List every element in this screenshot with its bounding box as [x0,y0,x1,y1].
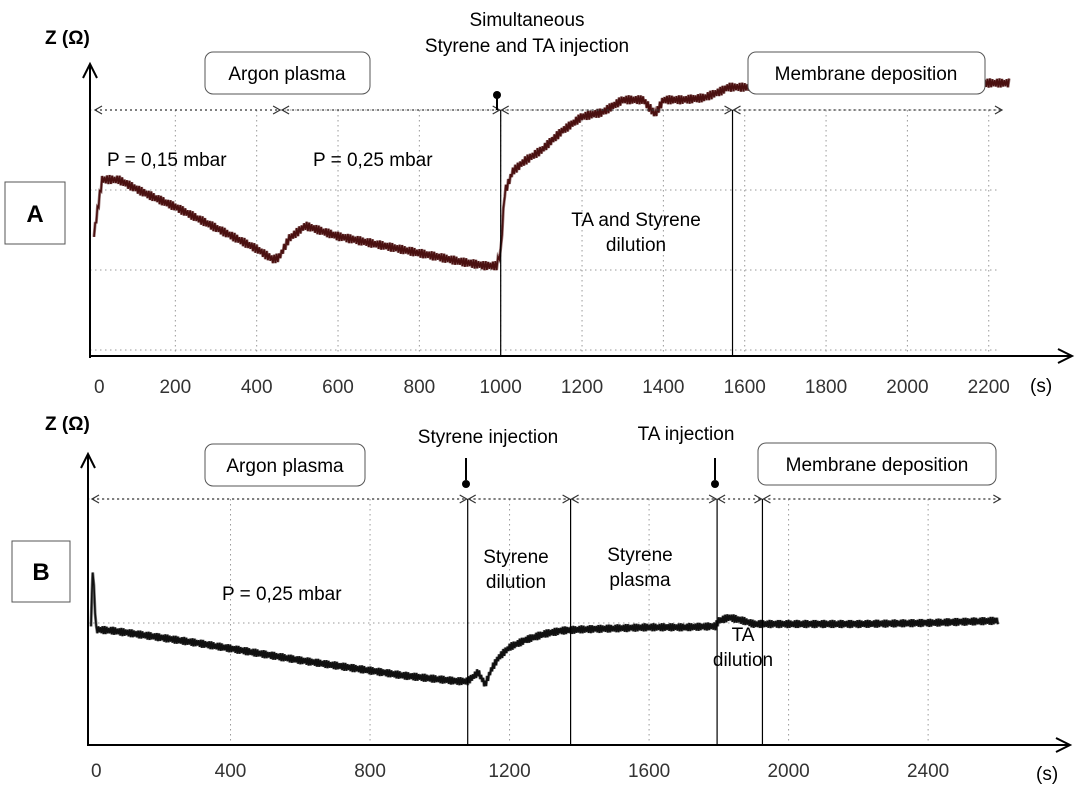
annotation-styrene-plasma-2: plasma [609,570,671,591]
annotation-pressure-025-b: P = 0,25 mbar [222,584,342,605]
span-arrow-head [492,105,501,115]
x-tick-label: 2000 [886,377,928,398]
span-arrow-head [762,494,771,504]
panel-b: Z (Ω) (s) 0 400 800 1200 1600 2000 2400 Argon … [11,414,1073,785]
panel-b-y-arrow [80,451,96,469]
x-tick-label: 1200 [561,377,603,398]
annotation-ta-injection: TA injection [638,424,735,445]
span-arrow-head [90,494,100,504]
membrane-deposition-label-a: Membrane deposition [775,64,958,85]
span-arrow-head [994,105,1004,115]
span-arrow-head [467,494,477,504]
x-tick-label: 800 [404,377,436,398]
x-tick-label: 1400 [642,377,684,398]
annotation-dilution-a: dilution [606,235,666,256]
x-tick-label: 2000 [767,761,809,782]
annotation-ta-styrene: TA and Styrene [571,210,701,231]
span-arrow-head [272,105,282,115]
annotation-ta-dilution-2: dilution [713,650,773,671]
annotation-styrene-ta-injection: Styrene and TA injection [425,36,629,57]
panel-b-label: B [32,559,49,586]
span-arrow-head [562,494,571,504]
annotation-pressure-015: P = 0,15 mbar [107,150,227,171]
annotation-styrene-dilution-1: Styrene [483,547,548,568]
span-arrow-head [716,494,726,504]
panel-b-label-box [11,540,71,603]
panel-b-x-arrow [1055,737,1073,753]
span-arrow-head [459,494,468,504]
x-tick-label: 1000 [480,377,522,398]
panel-a-label-box [4,181,66,245]
span-arrow-head [993,494,1002,504]
membrane-deposition-label-b: Membrane deposition [786,455,969,476]
annotation-simultaneous: Simultaneous [469,10,584,31]
span-arrow-head [708,494,718,504]
x-tick-label: 1200 [488,761,530,782]
panel-a: Z (Ω) (s) 0 200 400 600 800 1000 1200 1400 1600 1… [4,10,1075,398]
x-tick-label: 1800 [805,377,847,398]
span-arrow-head [724,105,733,115]
panel-a-x-ticks: 0 200 400 600 800 1000 1200 1400 1600 1800 2000 220… [94,377,1010,398]
annotation-ta-dilution-1: TA [732,625,755,646]
span-arrow-head [732,105,741,115]
panel-a-y-label: Z (Ω) [45,28,90,49]
span-arrow-head [500,105,509,115]
annotation-pressure-025-a: P = 0,25 mbar [313,150,433,171]
panel-a-grid [90,109,1000,351]
styrene-injection-marker-dot [462,480,470,488]
panel-a-data-trace [92,78,1011,271]
x-tick-label: 0 [94,377,105,398]
annotation-styrene-plasma-1: Styrene [607,545,672,566]
argon-plasma-label-a: Argon plasma [228,64,346,85]
argon-plasma-label-b: Argon plasma [226,456,344,477]
membrane-deposition-box-a [747,51,986,95]
panel-a-vgrid [174,110,990,354]
x-tick-label: 0 [91,761,102,782]
membrane-deposition-box-b [757,442,997,486]
span-arrow-head [93,105,103,115]
argon-plasma-box-a [204,51,371,95]
panel-b-span-arrows [90,494,1002,504]
x-tick-label: 800 [354,761,386,782]
panel-a-y-arrow [82,61,98,79]
panel-a-x-unit: (s) [1030,376,1052,397]
series-line [93,78,1010,271]
annotation-styrene-injection: Styrene injection [418,427,558,448]
panel-a-span-arrows [93,105,1004,115]
x-tick-label: 1600 [724,377,766,398]
x-tick-label: 2200 [968,377,1010,398]
span-arrow-head [570,494,579,504]
x-tick-label: 400 [215,761,247,782]
x-tick-label: 200 [159,377,191,398]
x-tick-label: 400 [241,377,273,398]
panel-b-vgrid [230,499,929,743]
panel-a-x-arrow [1057,348,1075,364]
panel-b-data-trace [89,572,1000,687]
x-tick-label: 2400 [907,761,949,782]
panel-b-event-lines [467,499,764,745]
panel-b-y-label: Z (Ω) [45,414,90,435]
ta-injection-marker-dot [711,480,719,488]
series-line-band [89,572,1000,687]
panel-b-x-unit: (s) [1036,764,1058,785]
panel-a-event-lines [500,110,734,356]
span-arrow-head [280,105,290,115]
argon-plasma-box-b [204,443,366,487]
annotation-styrene-dilution-2: dilution [486,572,546,593]
x-tick-label: 1600 [628,761,670,782]
span-arrow-head [754,494,763,504]
panel-a-label: A [26,201,43,228]
series-line-band [92,78,1011,271]
x-tick-label: 600 [322,377,354,398]
panel-b-x-ticks: 0 400 800 1200 1600 2000 2400 [91,761,949,782]
